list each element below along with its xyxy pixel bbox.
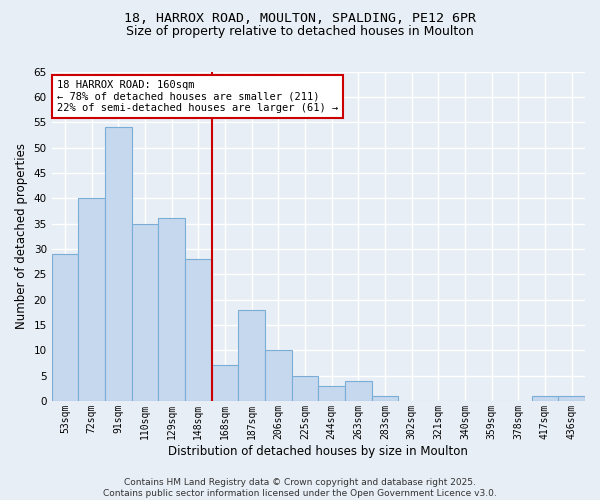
Bar xyxy=(105,127,131,401)
Text: Size of property relative to detached houses in Moulton: Size of property relative to detached ho… xyxy=(126,25,474,38)
Bar xyxy=(238,310,265,401)
Text: 18 HARROX ROAD: 160sqm
← 78% of detached houses are smaller (211)
22% of semi-de: 18 HARROX ROAD: 160sqm ← 78% of detached… xyxy=(57,80,338,113)
Bar xyxy=(559,396,585,401)
Text: 18, HARROX ROAD, MOULTON, SPALDING, PE12 6PR: 18, HARROX ROAD, MOULTON, SPALDING, PE12… xyxy=(124,12,476,26)
Text: Contains HM Land Registry data © Crown copyright and database right 2025.
Contai: Contains HM Land Registry data © Crown c… xyxy=(103,478,497,498)
Bar xyxy=(185,259,212,401)
Y-axis label: Number of detached properties: Number of detached properties xyxy=(15,143,28,329)
X-axis label: Distribution of detached houses by size in Moulton: Distribution of detached houses by size … xyxy=(169,444,468,458)
Bar xyxy=(265,350,292,401)
Bar xyxy=(131,224,158,401)
Bar xyxy=(158,218,185,401)
Bar xyxy=(292,376,319,401)
Bar xyxy=(532,396,559,401)
Bar xyxy=(345,380,371,401)
Bar xyxy=(319,386,345,401)
Bar xyxy=(79,198,105,401)
Bar xyxy=(212,366,238,401)
Bar xyxy=(371,396,398,401)
Bar xyxy=(52,254,79,401)
